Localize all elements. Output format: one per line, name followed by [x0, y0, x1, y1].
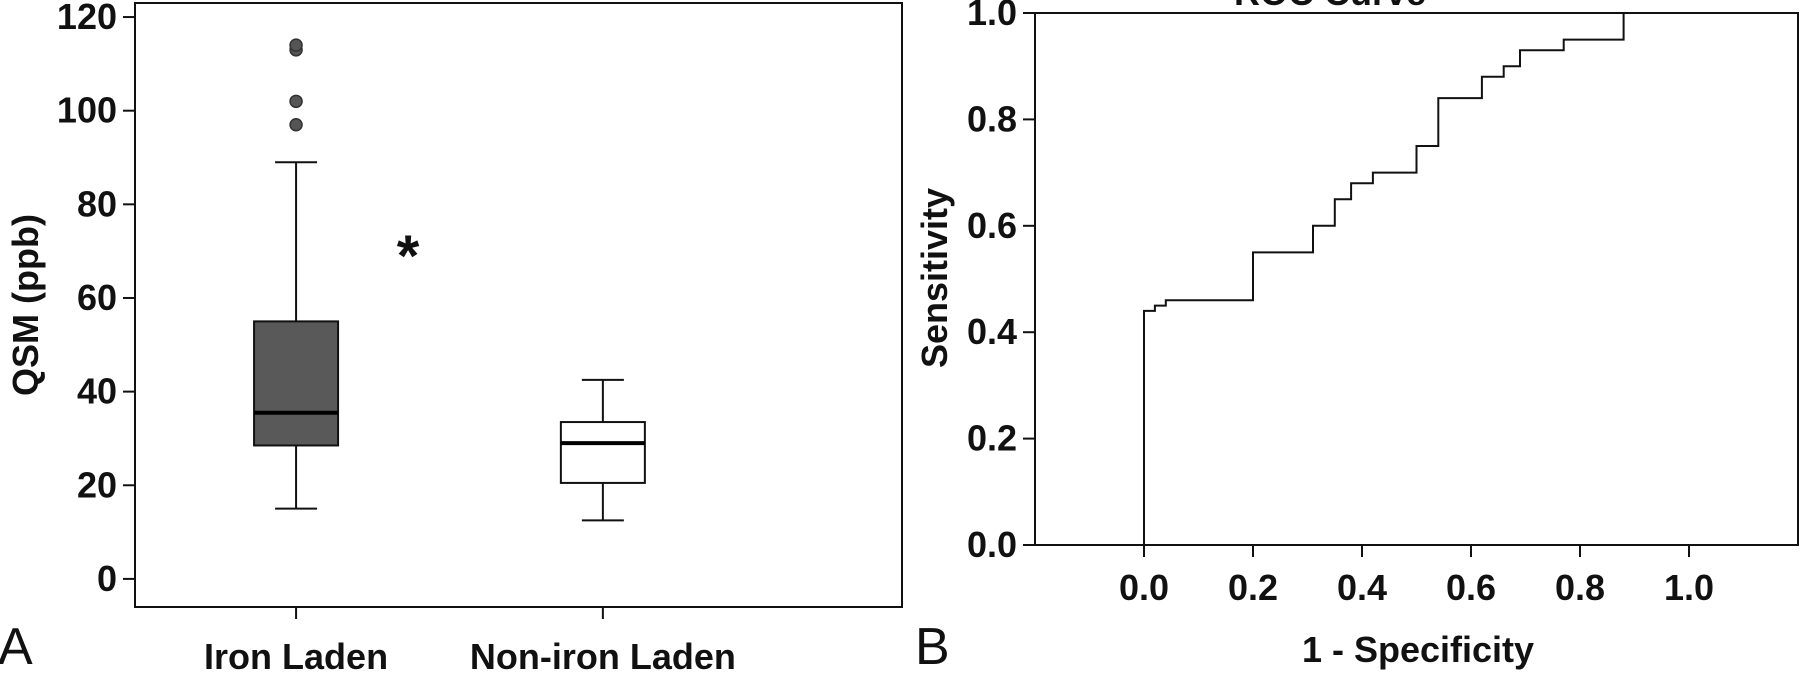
panel-a-y-tick-label: 0 [97, 558, 117, 599]
panel-b-y-tick-label: 0.4 [967, 311, 1017, 352]
panel-a-category-label: Iron Laden [204, 636, 388, 675]
panel-a-y-axis-label: QSM (ppb) [5, 214, 46, 396]
panel-b-x-tick-label: 0.0 [1119, 567, 1169, 608]
panel-a-y-tick-label: 60 [77, 277, 117, 318]
panel-b-y-axis: 0.0 0.2 0.4 0.6 0.8 1.0 [967, 0, 1035, 565]
panel-a-category-label: Non-iron Laden [470, 636, 736, 675]
panel-b-letter: B [915, 618, 950, 675]
significance-asterisk: * [397, 224, 420, 289]
panel-b-x-tick-label: 1.0 [1664, 567, 1714, 608]
panel-b-y-tick-label: 0.0 [967, 524, 1017, 565]
panel-a-y-tick-label: 100 [57, 90, 117, 131]
panel-b-x-tick-label: 0.6 [1446, 567, 1496, 608]
panel-b-y-axis-label: Sensitivity [914, 188, 955, 368]
box-group [559, 378, 646, 522]
roc-curve-line [1143, 12, 1689, 545]
outlier-point [289, 38, 303, 52]
panel-a-y-axis: 0 20 40 60 80 100 120 [57, 0, 135, 599]
outlier-point [289, 94, 303, 109]
panel-b-y-tick-label: 0.2 [967, 418, 1017, 459]
panel-a-y-tick-label: 120 [57, 0, 117, 37]
iqr-box [559, 421, 646, 484]
box-group [253, 38, 340, 510]
outlier-point [289, 117, 303, 132]
panel-b-x-tick-label: 0.2 [1228, 567, 1278, 608]
panel-b-y-tick-label: 1.0 [967, 0, 1017, 33]
panel-b-x-tick-label: 0.4 [1337, 567, 1387, 608]
panel-b-x-axis: 0.0 0.2 0.4 0.6 0.8 1.0 [1119, 545, 1714, 608]
panel-a-y-tick-label: 20 [77, 464, 117, 505]
panel-a-boxes [253, 38, 646, 522]
panel-b-plot-frame [1034, 12, 1799, 546]
panel-b-roc-curve: ROC Curve 0.00.20.40.60.81.0 0.00.20.40.… [914, 0, 1799, 675]
panel-a-plot-frame [134, 2, 903, 608]
panel-a-y-tick-label: 80 [77, 183, 117, 224]
panel-b-x-axis-label: 1 - Specificity [1302, 629, 1534, 670]
panel-a-x-axis: Iron Laden Non-iron Laden [204, 607, 736, 675]
panel-b-y-tick-label: 0.8 [967, 98, 1017, 139]
panel-b-title-fragment: ROC Curve [1234, 0, 1426, 13]
panel-b-y-tick-label: 0.6 [967, 205, 1017, 246]
panel-a-letter: A [0, 618, 33, 675]
iqr-box [253, 320, 340, 447]
panel-a-boxplot: 0 20 40 60 80 100 120 Iron Laden Non-iron Laden… [0, 0, 903, 675]
panel-a-y-tick-label: 40 [77, 371, 117, 412]
panel-b-x-tick-label: 0.8 [1555, 567, 1605, 608]
